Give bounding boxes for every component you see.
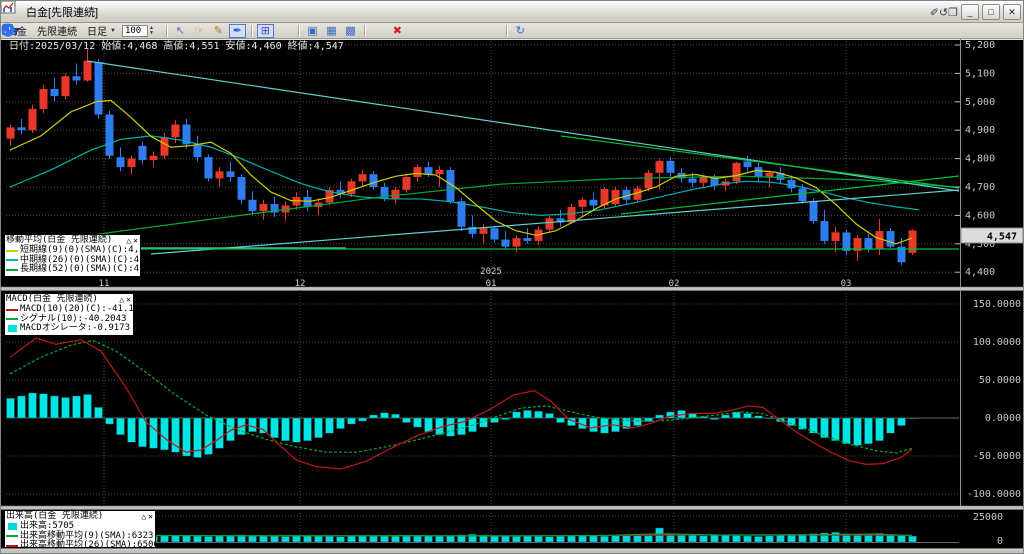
refresh-icon[interactable]: ↻ [515, 25, 526, 37]
crosshair-tool-icon[interactable]: ⊞ [256, 23, 274, 38]
time-axis: 2025 11 12 01 02 03 [99, 267, 852, 289]
chart-canvas[interactable]: 5,200 5,100 5,000 4,900 4,800 4,700 4,600 4,500… [1, 39, 1024, 554]
layout-3-icon[interactable]: 3 [2, 24, 463, 38]
cascade-windows-icon[interactable]: ❐ [948, 6, 958, 19]
price-axis: 5,200 5,100 5,000 4,900 4,800 4,700 4,600 4,500… [955, 39, 1023, 510]
volume-ma26-value: 出来高移動平均(26)(SMA):6506 [20, 540, 156, 548]
legend-close-button[interactable]: ✕ [148, 512, 153, 522]
ma-mid-value: 中期線(26)(0)(SMA)(C):4,634 [20, 254, 140, 265]
period-dropdown[interactable]: 日足 ▼ [87, 23, 116, 38]
toolbar: 白金 先限連続 日足 ▼ ▲▼ ↖ ☞ ✎ ✒ ⊞ ▣ ▦ ▩ ✖ 12345 ↻ [1, 23, 1023, 39]
volume-value: 出来高:5705 [20, 521, 75, 531]
layout-4-icon[interactable]: 4 [2, 24, 482, 38]
volume-legend-title: 出来高(白金 先限連続) [6, 511, 104, 522]
stepper-arrows-icon[interactable]: ▲ ▼ [148, 24, 154, 36]
macd-legend-title: MACD(白金 先限連続) [6, 294, 98, 305]
current-price-label: 4,547 [987, 232, 1017, 243]
svg-text:03: 03 [841, 279, 852, 289]
svg-text:4,800: 4,800 [965, 154, 995, 165]
compass-icon[interactable] [1, 23, 293, 38]
grid-icon[interactable]: ▦ [326, 25, 337, 37]
chart-type-dropdown-icon[interactable] [2, 24, 387, 38]
legend-collapse-button[interactable]: △ [126, 236, 132, 246]
svg-text:4,700: 4,700 [965, 182, 995, 193]
svg-text:0.0000: 0.0000 [985, 413, 1021, 424]
svg-text:-100.0000: -100.0000 [967, 489, 1021, 500]
close-button[interactable]: ✕ [1003, 3, 1021, 20]
macd-panel: 150.0000 100.0000 50.0000 0.0000 -50.0000 -10… [6, 299, 1021, 500]
svg-text:-50.0000: -50.0000 [973, 451, 1021, 462]
period-value: 日足 [87, 27, 107, 38]
chart-window-icon[interactable]: ▣ [307, 25, 318, 37]
contract-label[interactable]: 先限連続 [37, 27, 77, 38]
svg-text:0: 0 [997, 536, 1003, 547]
svg-text:11: 11 [99, 279, 110, 289]
svg-text:5,100: 5,100 [965, 68, 995, 79]
svg-text:50.0000: 50.0000 [979, 375, 1021, 386]
candlesticks [6, 49, 917, 266]
svg-text:3: 3 [14, 29, 17, 36]
svg-text:01: 01 [486, 279, 497, 289]
minimize-button[interactable]: _ [961, 3, 979, 20]
svg-text:1: 1 [14, 29, 17, 36]
volume-ma9-value: 出来高移動平均(9)(SMA):6323 [20, 530, 154, 541]
macd-value: MACD(10)(20)(C):-41.1216 [20, 304, 134, 314]
ma-long-value: 長期線(52)(0)(SMA)(C):4,675 [20, 264, 140, 274]
oscillator-value: MACDオシレータ:-0.9173 [20, 323, 131, 333]
svg-text:4,900: 4,900 [965, 125, 995, 136]
line-draw-icon[interactable]: ✒ [228, 23, 246, 38]
layout-2-icon[interactable]: 2 [2, 24, 444, 38]
legend-collapse-button[interactable]: △ [119, 295, 125, 305]
ma-legend-title: 移動平均(白金 先限連続) [6, 235, 113, 246]
ma-short-value: 短期線(9)(0)(SMA)(C):4,520 [20, 245, 140, 255]
moving-averages [9, 99, 957, 248]
chart-area: 5,200 5,100 5,000 4,900 4,800 4,700 4,600 4,500… [1, 39, 1024, 554]
legend-collapse-button[interactable]: △ [141, 512, 147, 522]
svg-text:5,000: 5,000 [965, 97, 995, 108]
titlebar: 白金[先限連続] ✐↺❐ _ □ ✕ [1, 1, 1023, 23]
annotate-pen-icon[interactable]: ✐ [929, 6, 939, 19]
svg-text:02: 02 [669, 279, 680, 289]
signal-value: シグナル(10):-40.2043 [20, 313, 127, 324]
ohlc-info-line: 日付:2025/03/12 始値:4,468 高値:4,551 安値:4,460… [9, 39, 344, 52]
layout-1-icon[interactable]: 1 [2, 24, 425, 38]
svg-text:150.0000: 150.0000 [973, 299, 1021, 310]
svg-text:4,500: 4,500 [965, 239, 995, 250]
select-cursor-icon[interactable]: ↖ [175, 25, 186, 37]
macd-legend: MACD(白金 先限連続) △✕ MACD(10)(20)(C):-41.1216… [4, 293, 134, 336]
svg-text:12: 12 [295, 279, 306, 289]
indicator-remove-icon[interactable]: ✖ [392, 25, 403, 37]
volume-legend: 出来高(白金 先限連続) △ ✕ 出来高:5705 出来高移動平均(9)(SMA):… [4, 510, 156, 548]
svg-text:2025: 2025 [480, 267, 502, 277]
legend-close-button[interactable]: ✕ [126, 295, 131, 305]
svg-text:100.0000: 100.0000 [973, 337, 1021, 348]
grid-dense-icon[interactable]: ▩ [345, 25, 356, 37]
legend-close-button[interactable]: ✕ [133, 236, 138, 246]
svg-text:5: 5 [14, 29, 17, 36]
symbol-label[interactable]: 白金 [7, 27, 27, 38]
layout-5-icon[interactable]: 5 [2, 24, 501, 38]
ma-legend: 移動平均(白金 先限連続)△✕ 短期線(9)(0)(SMA)(C):4,520 … [4, 234, 141, 277]
hand-pan-icon[interactable]: ☞ [194, 25, 205, 37]
bar-count-stepper[interactable]: ▲▼ [121, 24, 154, 37]
svg-text:4,600: 4,600 [965, 210, 995, 221]
maximize-button[interactable]: □ [982, 3, 1000, 20]
panel-separators [1, 286, 1023, 510]
svg-text:4: 4 [14, 29, 17, 36]
svg-text:5,200: 5,200 [965, 40, 995, 51]
pencil-draw-icon[interactable]: ✎ [213, 25, 224, 37]
window-title: 白金[先限連続] [26, 6, 99, 19]
chevron-down-icon: ▼ [110, 27, 116, 34]
svg-text:25000: 25000 [973, 512, 1003, 523]
svg-text:4,400: 4,400 [965, 267, 995, 278]
link-window-icon[interactable]: ↺ [938, 6, 949, 19]
bar-count-input[interactable] [121, 24, 148, 37]
window-icon [1, 1, 21, 19]
svg-text:2: 2 [14, 29, 17, 36]
